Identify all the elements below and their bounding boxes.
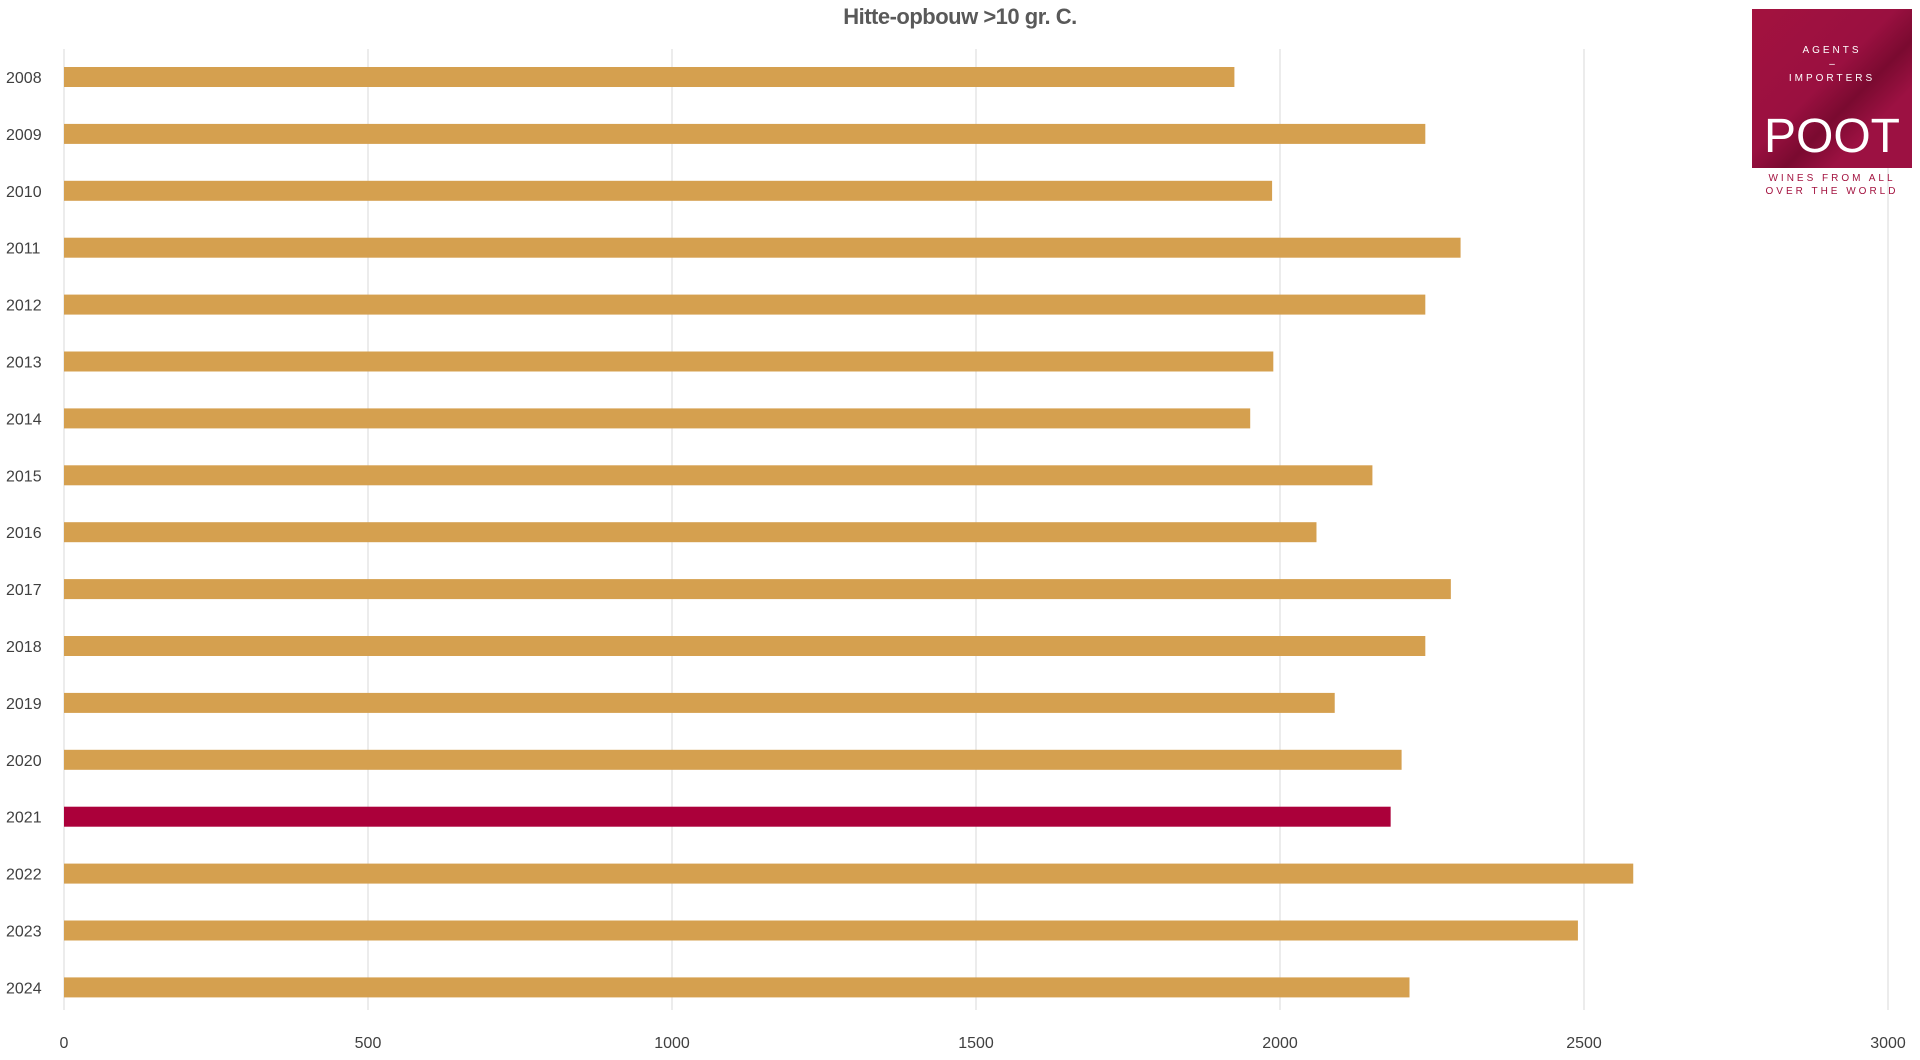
y-tick-label: 2008 — [6, 70, 42, 87]
x-tick-label: 1000 — [654, 1035, 690, 1052]
x-tick-label: 3000 — [1870, 1035, 1906, 1052]
bar-2013 — [64, 351, 1274, 372]
bar-2015 — [64, 465, 1373, 486]
y-tick-label: 2013 — [6, 355, 42, 372]
bar-2017 — [64, 579, 1451, 600]
y-tick-label: 2019 — [6, 696, 42, 713]
bar-2020 — [64, 749, 1402, 770]
chart-title: Hitte-opbouw >10 gr. C. — [843, 4, 1077, 29]
x-tick-label: 1500 — [958, 1035, 994, 1052]
logo-tagline: WINES FROM ALL OVER THE WORLD — [1765, 173, 1899, 197]
bar-2014 — [64, 408, 1251, 429]
bar-2011 — [64, 237, 1461, 258]
y-tick-label: 2014 — [6, 411, 42, 428]
bar-2008 — [64, 67, 1235, 87]
y-tick-label: 2024 — [6, 980, 42, 997]
logo-agents: AGENTS — [1802, 45, 1862, 56]
y-tick-label: 2016 — [6, 525, 42, 542]
logo-box: AGENTS – IMPORTERS POOT — [1752, 9, 1912, 168]
y-tick-label: 2010 — [6, 184, 42, 201]
bar-2009 — [64, 123, 1426, 144]
x-tick-label: 2500 — [1566, 1035, 1602, 1052]
bar-2019 — [64, 692, 1335, 713]
bar-2021 — [64, 806, 1391, 827]
y-tick-label: 2017 — [6, 582, 42, 599]
bar-2018 — [64, 636, 1426, 656]
y-tick-label: 2020 — [6, 753, 42, 770]
bar-2010 — [64, 180, 1273, 201]
poot-logo: AGENTS – IMPORTERS POOT WINES FROM ALL OV… — [1752, 9, 1912, 199]
y-tick-label: 2015 — [6, 468, 42, 485]
bar-2012 — [64, 294, 1426, 315]
bar-2024 — [64, 977, 1410, 998]
logo-importers: IMPORTERS — [1788, 73, 1876, 84]
logo-name: POOT — [1763, 110, 1900, 163]
x-tick-label: 2000 — [1262, 1035, 1298, 1052]
y-tick-label: 2012 — [6, 298, 42, 315]
y-tick-label: 2021 — [6, 810, 42, 827]
y-tick-label: 2022 — [6, 867, 42, 884]
y-tick-label: 2011 — [6, 241, 41, 258]
y-tick-label: 2018 — [6, 639, 42, 656]
bar-2022 — [64, 863, 1634, 884]
logo-dash: – — [1829, 59, 1835, 70]
y-tick-label: 2009 — [6, 127, 42, 144]
x-tick-label: 0 — [60, 1035, 69, 1052]
x-tick-label: 500 — [355, 1035, 382, 1052]
y-tick-label: 2023 — [6, 924, 42, 941]
bar-2016 — [64, 522, 1317, 543]
bar-2023 — [64, 920, 1578, 941]
